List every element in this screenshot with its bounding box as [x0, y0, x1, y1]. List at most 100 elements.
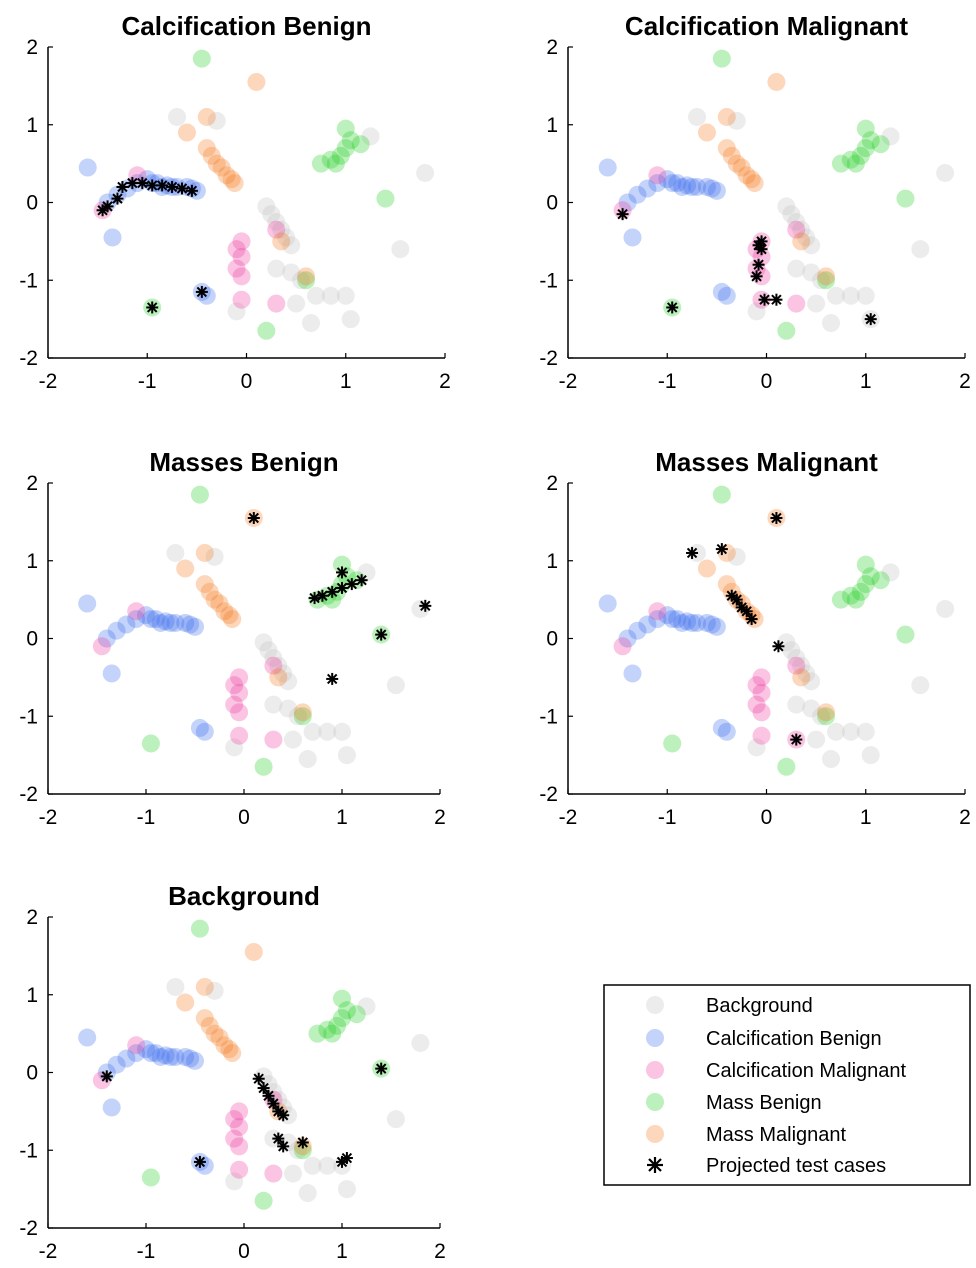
cluster-point-background [797, 664, 816, 683]
cluster-point-calc-benign [146, 610, 165, 629]
cluster-point-calc-malignant [230, 668, 249, 687]
subplot-title: Calcification Malignant [625, 11, 908, 41]
projected-star-icon [336, 581, 348, 594]
cluster-point-mass-malignant [177, 123, 196, 142]
cluster-point-calc-benign [683, 613, 702, 632]
cluster-point-background [205, 981, 224, 1000]
cluster-point-calc-benign [181, 615, 200, 634]
cluster-point-background [856, 286, 875, 305]
cluster-point-background [227, 302, 246, 321]
cluster-point-background [911, 240, 930, 259]
x-tick-label: -1 [137, 1240, 156, 1263]
cluster-point-background [936, 599, 955, 618]
projected-star-icon [326, 672, 339, 685]
cluster-point-background [802, 699, 821, 718]
cluster-point-mass-malignant [697, 123, 716, 142]
cluster-point-mass-benign [861, 567, 880, 586]
projected-star-icon [758, 293, 771, 306]
y-tick-label: -2 [539, 347, 558, 370]
cluster-point-background [386, 676, 405, 695]
cluster-point-background [386, 1110, 405, 1129]
projected-star-icon [750, 270, 763, 283]
cluster-point-background [303, 722, 322, 741]
cluster-point-mass-malignant [293, 703, 312, 722]
cluster-point-mass-benign [321, 150, 340, 169]
cluster-point-background [802, 236, 821, 255]
y-tick-label: 2 [546, 36, 558, 59]
cluster-point-background [782, 205, 801, 224]
cluster-point-mass-benign [376, 189, 395, 208]
cluster-point-calc-malignant [92, 637, 111, 656]
x-tick-label: 1 [336, 806, 348, 829]
cluster-point-background [303, 1156, 322, 1175]
cluster-point-calc-benign [618, 193, 637, 212]
projected-points [616, 208, 877, 326]
cluster-point-mass-malignant [205, 590, 224, 609]
cluster-point-calc-malignant [232, 267, 251, 286]
legend-label-calc-benign: Calcification Benign [706, 1028, 882, 1050]
x-tick-label: 1 [340, 370, 352, 393]
projected-points [100, 1062, 388, 1168]
cluster-point-background [812, 271, 831, 290]
cluster-point-mass-benign [663, 734, 682, 753]
cluster-point-mass-benign [856, 139, 875, 158]
cluster-point-calc-malignant [227, 240, 246, 259]
cluster-point-calc-malignant [225, 1129, 244, 1148]
cluster-point-calc-malignant [225, 695, 244, 714]
legend-label-projected: Projected test cases [706, 1155, 886, 1177]
cluster-point-mass-benign [846, 590, 865, 609]
legend-marker-calc-malignant [646, 1061, 664, 1079]
cluster-point-calc-malignant [230, 726, 249, 745]
cluster-point-mass-benign [817, 271, 836, 290]
cluster-point-calc-malignant [648, 602, 667, 621]
legend-item-projected: Projected test cases [647, 1155, 886, 1177]
cluster-point-mass-malignant [210, 1028, 229, 1047]
cluster-point-mass-malignant [223, 610, 242, 629]
x-tick-label: -1 [137, 806, 156, 829]
cluster-point-mass-benign [871, 571, 890, 590]
y-tick-label: 0 [546, 628, 558, 651]
cluster-point-calc-malignant [264, 730, 283, 749]
cluster-point-background [807, 730, 826, 749]
cluster-point-background [302, 314, 321, 333]
y-tick-label: 0 [546, 192, 558, 215]
cluster-point-background [411, 599, 430, 618]
projected-star-icon [770, 511, 783, 524]
cluster-point-mass-benign [856, 119, 875, 138]
projected-star-icon [156, 179, 169, 192]
y-tick-label: 1 [26, 984, 38, 1007]
y-tick-label: -2 [19, 783, 38, 806]
cluster-point-background [881, 127, 900, 146]
legend-box [603, 984, 971, 1186]
cluster-point-background [292, 271, 311, 290]
projected-star-icon [166, 180, 179, 193]
cluster-point-mass-malignant [195, 977, 214, 996]
cluster-point-calc-malignant [264, 656, 283, 675]
cluster-point-background [792, 220, 811, 239]
cluster-point-background [881, 563, 900, 582]
projected-points [247, 511, 432, 685]
cluster-point-mass-benign [318, 1020, 337, 1039]
cluster-point-mass-malignant [205, 1024, 224, 1043]
cluster-point-calc-benign [658, 606, 677, 625]
cluster-point-mass-benign [846, 154, 865, 173]
cluster-point-mass-benign [336, 119, 355, 138]
cluster-point-background [284, 1164, 302, 1183]
projected-points [96, 177, 208, 314]
cluster-point-mass-malignant [207, 154, 226, 173]
cluster-point-mass-malignant [215, 602, 234, 621]
projected-star-icon [355, 574, 368, 587]
cluster-point-background [861, 746, 880, 765]
cluster-point-calc-benign [102, 1098, 121, 1117]
cluster-point-calc-benign [673, 177, 692, 196]
cluster-point-calc-benign [181, 1049, 200, 1068]
projected-star-icon [419, 599, 432, 612]
cluster-point-background [391, 240, 410, 259]
cluster-point-calc-benign [673, 613, 692, 632]
cluster-point-calc-malignant [752, 668, 771, 687]
projected-star-icon [247, 511, 260, 524]
cluster-point-mass-benign [293, 707, 312, 726]
cluster-point-mass-malignant [195, 1009, 214, 1028]
projected-star-icon [345, 578, 358, 591]
clusters [78, 485, 430, 776]
